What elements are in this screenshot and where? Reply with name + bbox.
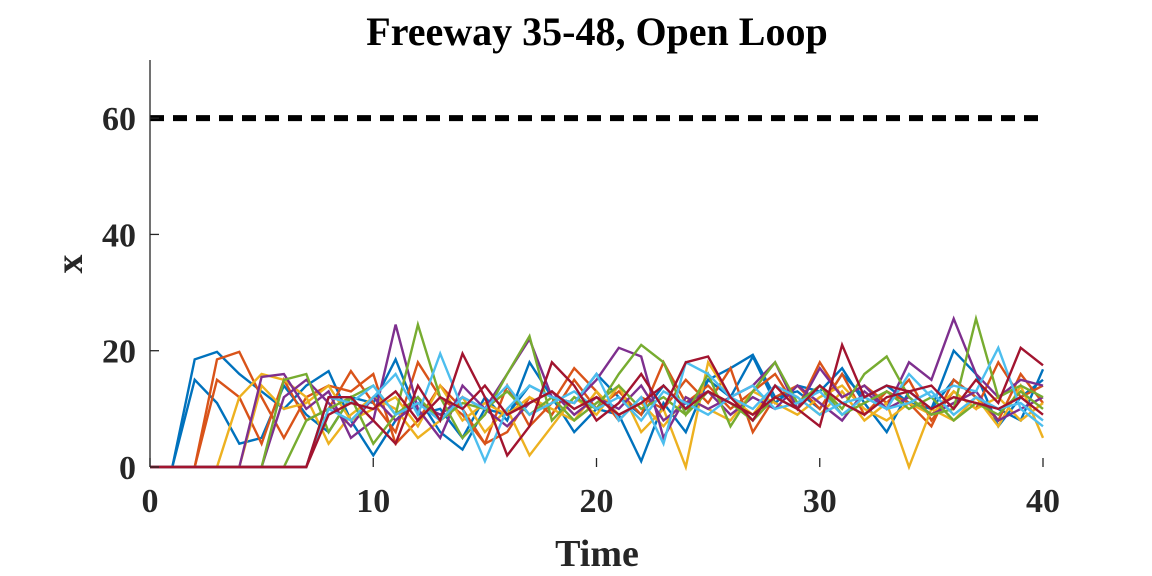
series-line-6 [150,383,1044,469]
series-line-14 [150,383,1044,469]
y-ticks: 0 20 40 60 [102,101,159,487]
chart-title: Freeway 35-48, Open Loop [366,9,827,54]
series-line-7 [150,315,1044,469]
y-tick-label: 60 [102,101,136,138]
x-ticks: 0 10 20 30 40 [142,458,1060,520]
x-tick-label: 20 [580,483,614,520]
y-tick-label: 20 [102,334,136,371]
series-layer [150,314,1045,472]
x-tick-label: 40 [1026,483,1060,520]
y-axis-label: x [49,255,91,274]
x-axis-label: Time [555,533,639,575]
x-tick-label: 10 [356,483,390,520]
y-tick-label: 0 [119,450,136,487]
x-tick-label: 0 [142,483,159,520]
x-tick-label: 30 [803,483,837,520]
y-tick-label: 40 [102,217,136,254]
series-line-5 [150,359,1045,472]
